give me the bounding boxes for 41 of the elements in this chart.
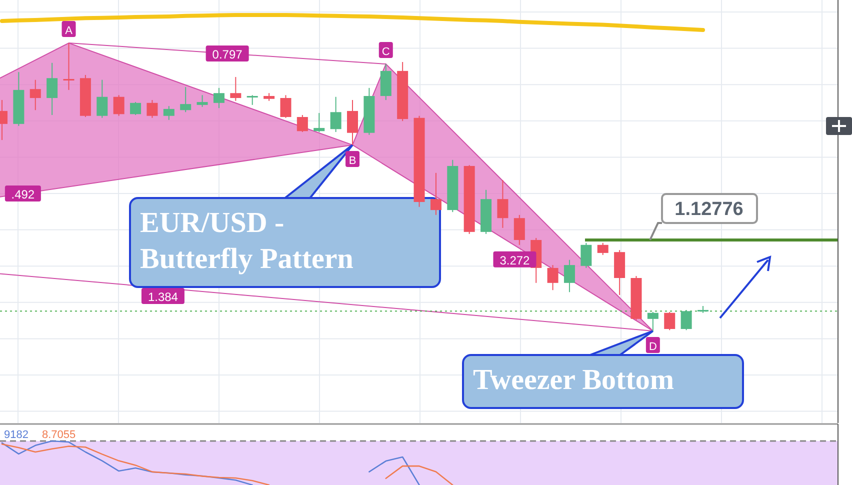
annotation: .492 [11, 187, 35, 202]
candlestick [597, 242, 608, 256]
candlestick [180, 86, 192, 113]
candlestick [113, 94, 124, 116]
annotation: D [648, 341, 657, 353]
annotation: EUR/USD - Butterfly Pattern [140, 207, 354, 275]
candlestick [196, 94, 208, 108]
candlestick [680, 309, 692, 331]
candlestick [96, 79, 108, 118]
candlestick [330, 96, 342, 132]
candlestick [213, 87, 224, 109]
candlestick [497, 180, 508, 228]
annotation: 9182 [4, 429, 28, 441]
candlestick [347, 100, 358, 146]
candlestick [280, 94, 292, 118]
annotation: 1.384 [148, 290, 178, 304]
candlestick [46, 62, 58, 116]
text: Tweezer Bottom [473, 364, 674, 396]
candlestick [647, 311, 658, 332]
candlestick [130, 102, 142, 116]
candlestick [146, 100, 158, 118]
candlestick [514, 214, 525, 246]
candlestick [580, 242, 592, 268]
candlestick [30, 79, 41, 111]
annotation: C [382, 46, 390, 58]
candlestick [163, 106, 174, 120]
candlestick [63, 42, 74, 90]
candlestick [664, 311, 676, 331]
candlestick [246, 94, 258, 106]
candlestick [430, 172, 442, 216]
candlestick [547, 264, 558, 291]
candlestick [230, 76, 242, 102]
annotation: 1.12776 [674, 198, 744, 220]
candlestick [314, 112, 325, 132]
annotation: A [65, 25, 74, 37]
candlestick [296, 114, 308, 132]
annotation: B [348, 154, 356, 167]
annotation: 0.797 [212, 48, 243, 62]
annotation: 3.272 [500, 253, 530, 268]
candlestick [564, 259, 575, 293]
annotation: 8.7055 [42, 429, 76, 441]
